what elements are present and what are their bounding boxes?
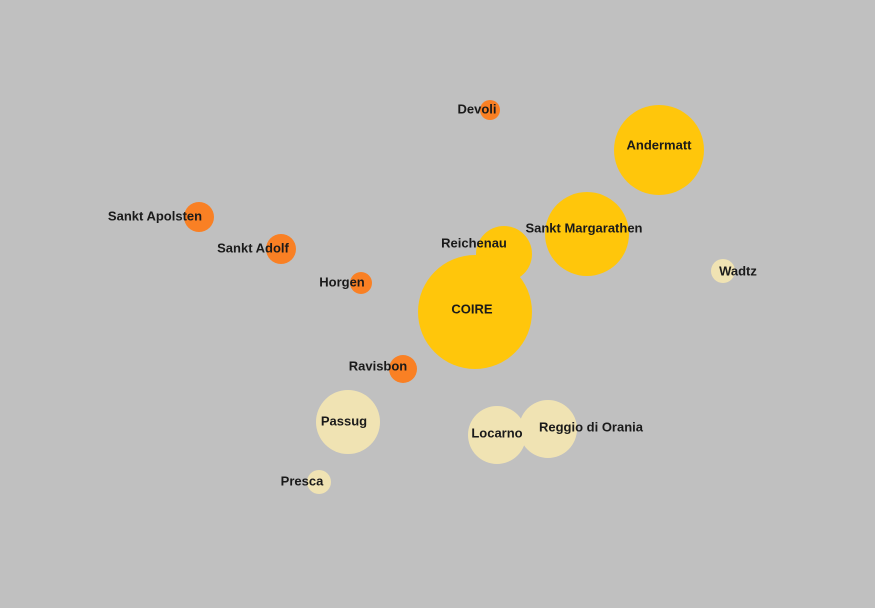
bubble [389, 355, 417, 383]
bubble-label: Sankt Apolsten [108, 208, 202, 223]
bubble [711, 259, 735, 283]
bubble [350, 272, 372, 294]
bubble-label: Presca [281, 473, 324, 488]
bubble-label: Reggio di Orania [539, 419, 644, 434]
bubble-label: Andermatt [626, 137, 692, 152]
bubble-label: Locarno [471, 425, 522, 440]
bubble-label: Devoli [457, 101, 496, 116]
bubble-label: Sankt Adolf [217, 240, 289, 255]
bubble-label: Passug [321, 413, 367, 428]
bubble [614, 105, 704, 195]
bubble [184, 202, 214, 232]
bubble [468, 406, 526, 464]
bubble-label: COIRE [451, 301, 493, 316]
bubble [307, 470, 331, 494]
labels: Devoli Andermatt Sankt Apolsten Sankt Adolf… [108, 101, 757, 488]
bubbles [184, 100, 735, 494]
bubble [480, 100, 500, 120]
bubble [266, 234, 296, 264]
bubble-label: Sankt Margarathen [525, 220, 642, 235]
bubble-label: Wadtz [719, 263, 757, 278]
bubble-label: Ravisbon [349, 358, 408, 373]
bubble [316, 390, 380, 454]
bubble [418, 255, 532, 369]
bubble [519, 400, 577, 458]
bubble [545, 192, 629, 276]
bubble-label: Reichenau [441, 235, 507, 250]
bubble-label: Horgen [319, 274, 365, 289]
